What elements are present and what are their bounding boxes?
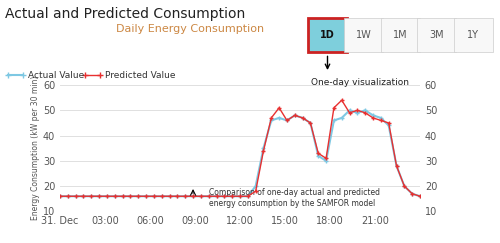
Text: Predicted Value: Predicted Value <box>105 71 176 80</box>
Text: 3M: 3M <box>429 30 444 40</box>
Text: Daily Energy Consumption: Daily Energy Consumption <box>116 24 264 34</box>
Text: One-day visualization: One-day visualization <box>311 78 409 87</box>
Text: Comparison of one-day actual and predicted
energy consumption by the SAMFOR mode: Comparison of one-day actual and predict… <box>208 188 380 208</box>
Text: Actual and Predicted Consumption: Actual and Predicted Consumption <box>5 7 245 21</box>
Text: 1M: 1M <box>392 30 407 40</box>
Text: Actual Value: Actual Value <box>28 71 84 80</box>
Text: 1Y: 1Y <box>467 30 479 40</box>
Text: 1W: 1W <box>356 30 372 40</box>
Text: 1D: 1D <box>320 30 334 40</box>
Y-axis label: Energy Consumption (kW per 30 min): Energy Consumption (kW per 30 min) <box>31 76 40 220</box>
